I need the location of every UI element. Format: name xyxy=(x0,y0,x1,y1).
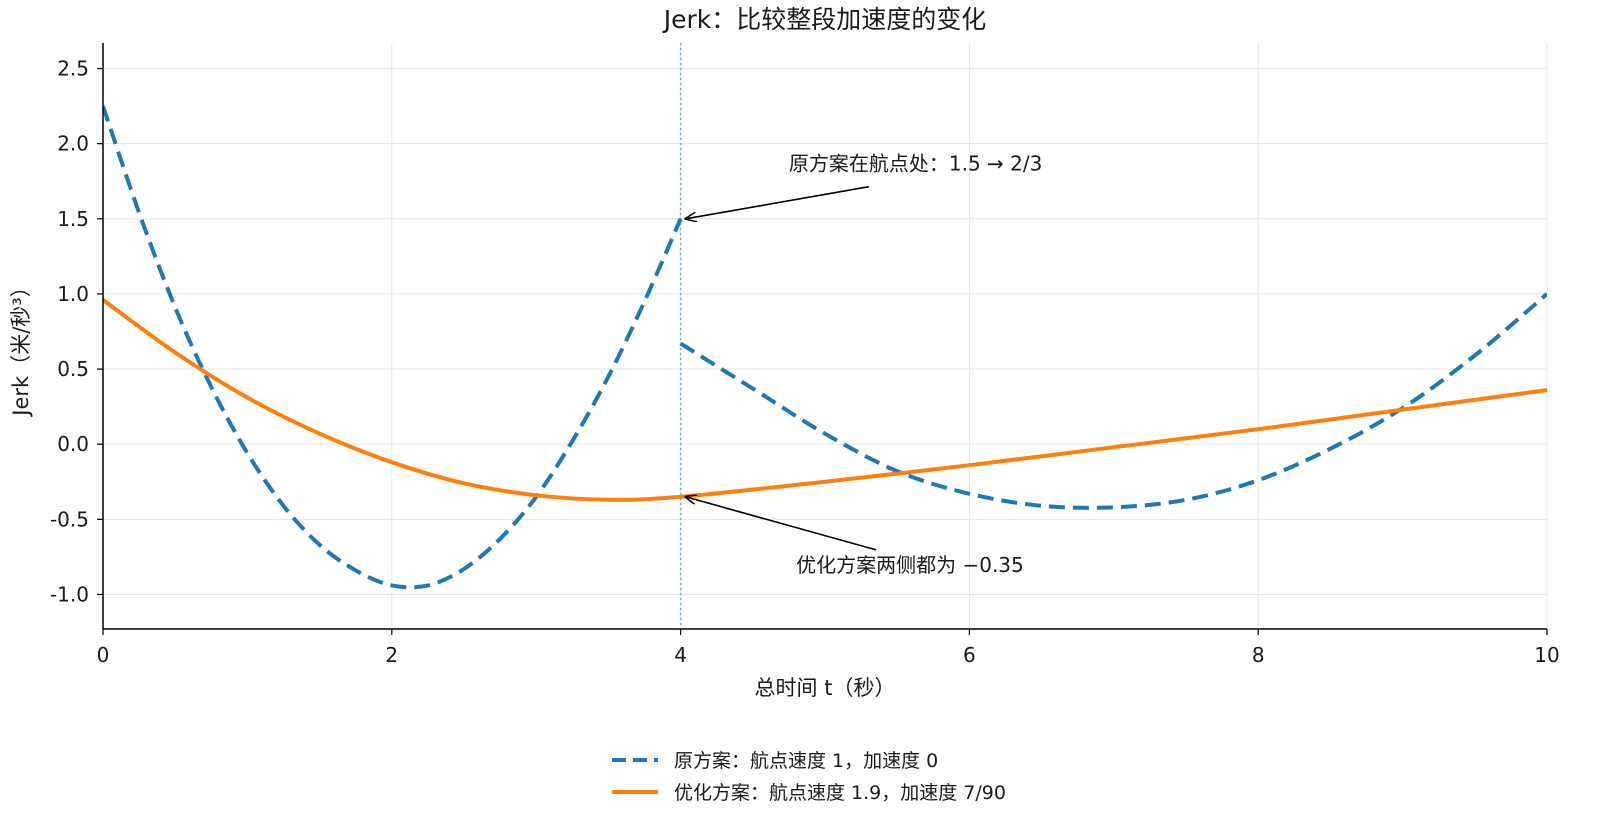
series-1-line-segment-2 xyxy=(679,292,1547,510)
legend-label-2: 优化方案：航点速度 1.9，加速度 7/90 xyxy=(674,782,1006,804)
series-layer xyxy=(103,105,1547,590)
y-tick-label: 1.0 xyxy=(57,282,89,306)
x-tick-label: 10 xyxy=(1534,643,1559,667)
y-tick-label: 1.5 xyxy=(57,207,89,231)
y-tick-label: -0.5 xyxy=(50,507,89,531)
y-ticks: -1.0 -0.5 0.0 0.5 1.0 1.5 2.0 2.5 xyxy=(50,57,103,606)
annotations: 原方案在航点处：1.5 → 2/3 优化方案两侧都为 −0.35 xyxy=(686,152,1042,577)
y-tick-label: 0.0 xyxy=(57,432,89,456)
x-tick-label: 2 xyxy=(385,643,398,667)
legend: 原方案：航点速度 1，加速度 0 优化方案：航点速度 1.9，加速度 7/90 xyxy=(612,750,1006,804)
chart-title: Jerk：比较整段加速度的变化 xyxy=(662,5,987,34)
x-ticks: 0 2 4 6 8 10 xyxy=(97,629,1560,667)
x-tick-label: 6 xyxy=(963,643,976,667)
x-tick-label: 0 xyxy=(97,643,110,667)
series-2-line-segment-1 xyxy=(103,297,1547,502)
x-tick-label: 4 xyxy=(674,643,687,667)
x-tick-label: 8 xyxy=(1252,643,1265,667)
legend-label-1: 原方案：航点速度 1，加速度 0 xyxy=(674,750,938,772)
x-axis-label: 总时间 t（秒） xyxy=(755,676,896,700)
gridlines xyxy=(102,43,1548,629)
annotation-2-arrow xyxy=(686,497,877,551)
annotation-1-text: 原方案在航点处：1.5 → 2/3 xyxy=(789,152,1042,176)
y-tick-label: 2.0 xyxy=(57,132,89,156)
annotation-1-arrow xyxy=(686,185,870,219)
y-tick-label: 0.5 xyxy=(57,357,89,381)
annotation-2-text: 优化方案两侧都为 −0.35 xyxy=(796,553,1024,577)
y-tick-label: 2.5 xyxy=(57,57,89,81)
y-axis-label: Jerk（米/秒³） xyxy=(9,276,33,417)
y-tick-label: -1.0 xyxy=(50,582,89,606)
